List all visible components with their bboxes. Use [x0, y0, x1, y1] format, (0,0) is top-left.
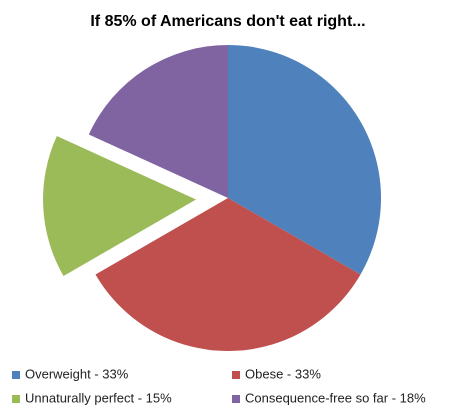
chart-title: If 85% of Americans don't eat right... [90, 13, 365, 30]
legend-label: Obese - 33% [245, 366, 321, 381]
pie-slice [95, 198, 361, 351]
legend-label: Consequence-free so far - 18% [245, 390, 426, 405]
pie-slice [88, 44, 229, 198]
legend-label: Overweight - 33% [25, 366, 129, 381]
legend-swatch [232, 395, 240, 403]
legend-label: Unnaturally perfect - 15% [25, 390, 172, 405]
pie-slice [228, 45, 381, 275]
legend-swatch [12, 371, 20, 379]
legend-swatch [12, 395, 20, 403]
legend-swatch [232, 371, 240, 379]
pie-slice [43, 135, 197, 277]
